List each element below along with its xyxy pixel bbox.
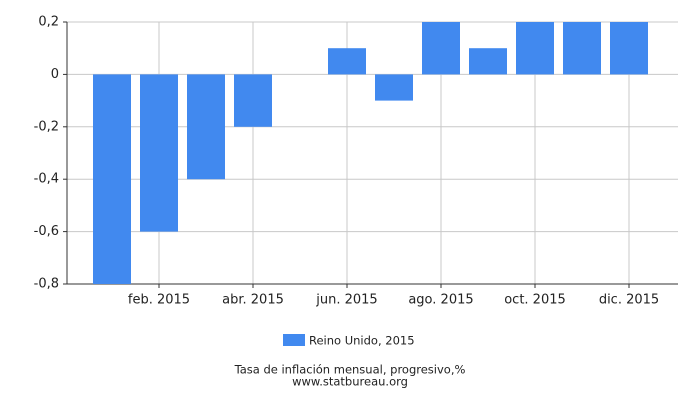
bar xyxy=(516,22,554,75)
x-tick-label: oct. 2015 xyxy=(504,293,566,308)
x-tick-label: dic. 2015 xyxy=(599,293,659,308)
y-tick-label: 0,2 xyxy=(38,15,59,30)
y-tick-label: -0,8 xyxy=(34,277,59,292)
bar xyxy=(469,48,507,75)
y-tick-label: -0,4 xyxy=(34,172,59,187)
bar xyxy=(234,74,272,127)
y-tick-label: -0,2 xyxy=(34,119,59,134)
bar xyxy=(422,22,460,75)
bar xyxy=(140,74,178,232)
x-tick-label: jun. 2015 xyxy=(315,293,377,308)
bar xyxy=(563,22,601,75)
chart-title: Tasa de inflación mensual, progresivo,% xyxy=(234,363,466,377)
x-tick-label: abr. 2015 xyxy=(222,293,284,308)
bar xyxy=(187,74,225,180)
legend-swatch xyxy=(283,334,305,346)
y-tick-label: -0,6 xyxy=(34,224,59,239)
bar xyxy=(375,74,413,101)
bar xyxy=(328,48,366,75)
bar xyxy=(610,22,648,75)
x-tick-label: feb. 2015 xyxy=(128,293,190,308)
bar xyxy=(93,74,131,285)
chart-subtitle: www.statbureau.org xyxy=(292,375,408,389)
x-tick-label: ago. 2015 xyxy=(408,293,473,308)
y-tick-label: 0 xyxy=(51,67,59,82)
legend-label: Reino Unido, 2015 xyxy=(309,334,415,348)
